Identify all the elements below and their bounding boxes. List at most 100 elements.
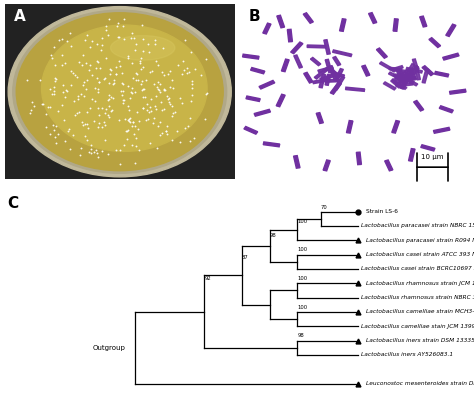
Point [82,85,90,92]
Point [132,69,139,76]
Point [139,105,147,111]
Point [126,119,133,125]
Bar [443,53,459,60]
Bar [393,19,398,31]
Point [92,147,100,153]
Point [159,45,166,51]
Point [148,67,156,74]
Bar [404,72,416,77]
Bar [433,127,450,133]
Point [139,105,146,111]
Bar [379,62,396,72]
Point [166,68,173,75]
Point [94,104,101,111]
Ellipse shape [13,10,227,173]
Point [73,110,81,116]
Point [140,47,147,54]
Point [98,124,106,130]
Text: Lactobacillus camelliae strain MCH3-1 NR 041457.1: Lactobacillus camelliae strain MCH3-1 NR… [366,310,474,314]
Point [140,86,147,92]
Point [138,87,146,93]
Point [73,74,81,81]
Bar [325,75,331,85]
Point [94,154,102,160]
Point [190,134,198,141]
Bar [287,30,292,42]
Point [128,123,136,130]
Point [50,126,58,133]
Point [94,58,102,65]
Point [62,87,70,94]
Point [115,117,122,123]
Point [95,111,103,118]
Bar [400,77,410,89]
Ellipse shape [16,13,223,171]
Point [107,108,115,115]
Point [98,148,106,155]
Point [55,107,62,114]
Point [150,115,157,122]
Point [128,85,136,91]
Point [98,105,106,111]
Bar [362,65,370,76]
Point [70,98,78,105]
Point [126,118,133,124]
Point [133,77,140,83]
Point [122,128,129,134]
Bar [356,152,361,165]
Point [80,82,87,89]
Bar [263,142,280,147]
Point [119,88,127,94]
Point [98,35,106,41]
Bar [397,69,406,78]
Bar [404,73,414,83]
Point [101,137,109,143]
Point [114,20,122,26]
Point [120,36,128,42]
Bar [327,66,341,78]
Bar [385,160,393,171]
Point [143,107,151,114]
Point [135,146,143,153]
Point [127,115,134,121]
Point [50,44,58,51]
Point [181,67,188,73]
Point [113,147,120,153]
Bar [396,69,406,73]
Point [160,87,168,93]
Point [59,89,67,95]
Point [135,77,142,83]
Text: 100: 100 [297,247,308,253]
Bar [414,101,424,111]
Point [117,63,124,69]
Point [78,119,86,125]
Point [124,53,131,59]
Point [140,85,147,92]
Bar [369,13,377,24]
Bar [276,94,285,107]
Point [115,34,123,40]
Point [119,81,127,87]
Bar [396,83,413,87]
Point [108,67,115,73]
Point [105,92,113,98]
Point [101,122,109,128]
Text: Lactobacillus paracasei strain NBRC 15906 NR 113823.1: Lactobacillus paracasei strain NBRC 1590… [362,223,474,229]
Bar [392,77,407,81]
Point [173,128,181,134]
Point [74,92,82,99]
Point [166,101,173,107]
Point [100,119,108,125]
Point [66,30,74,36]
Point [187,98,194,104]
Bar [414,66,420,80]
Point [191,65,199,72]
Point [45,104,52,111]
Point [91,148,98,155]
Point [181,37,189,43]
Point [187,115,194,121]
Point [184,122,191,129]
Point [88,38,96,44]
Point [100,76,108,82]
Bar [330,82,341,94]
